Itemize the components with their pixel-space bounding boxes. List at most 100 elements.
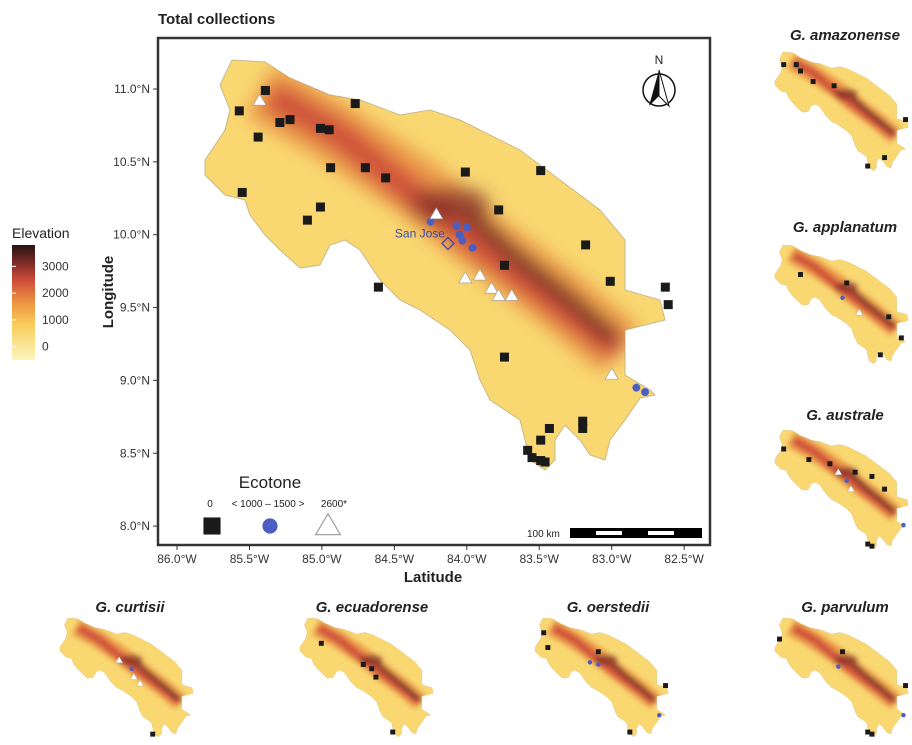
circle-point <box>840 295 845 300</box>
colorbar-tick-label: 1000 <box>42 313 69 327</box>
triangle-point <box>136 679 144 687</box>
y-tick-label: 10.5°N <box>113 155 150 169</box>
mini-map <box>775 618 908 737</box>
triangle-point <box>484 281 499 294</box>
legend-label: 2600* <box>321 499 347 510</box>
circle-point <box>836 664 841 669</box>
square-point <box>595 649 601 655</box>
circle-point <box>129 666 134 671</box>
elevation-title: Elevation <box>12 225 70 241</box>
y-axis-label: Longitude <box>100 256 117 328</box>
square-point <box>810 79 816 85</box>
square-point <box>852 469 858 475</box>
circle-point <box>426 217 435 226</box>
scale-bar: 100 km <box>527 528 702 540</box>
square-point <box>315 202 325 212</box>
square-point <box>536 166 546 176</box>
y-tick-label: 9.0°N <box>120 373 150 387</box>
main-map: San Jose <box>234 85 673 467</box>
square-point <box>869 543 875 549</box>
square-point <box>541 630 547 636</box>
scale-label: 100 km <box>527 529 560 540</box>
circle-point <box>596 662 601 667</box>
species-title: G. oerstedii <box>567 599 650 616</box>
colorbar-tick-label: 0 <box>42 340 49 354</box>
species-title: G. australe <box>806 407 884 424</box>
square-point <box>663 300 673 310</box>
triangle-point <box>129 673 138 680</box>
square-point <box>536 435 546 445</box>
triangle-point <box>429 207 444 220</box>
square-point <box>544 423 554 433</box>
circle-point <box>844 478 849 483</box>
circle-point <box>462 223 471 232</box>
species-title: G. ecuadorense <box>316 599 429 616</box>
square-point <box>302 215 312 225</box>
mini-map <box>775 430 908 549</box>
square-point <box>877 352 883 358</box>
circle-point <box>901 522 906 528</box>
mini-map <box>775 245 908 364</box>
y-tick-label: 8.5°N <box>120 446 150 460</box>
species-title: G. parvulum <box>801 599 889 616</box>
square-point <box>499 260 509 270</box>
square-point <box>886 314 892 320</box>
square-point <box>350 99 360 109</box>
square-point <box>663 683 669 689</box>
x-tick-label: 82.5°W <box>664 552 704 566</box>
y-tick-label: 10.0°N <box>113 228 150 242</box>
square-point <box>360 163 370 173</box>
map-title: Total collections <box>158 11 275 28</box>
square-point <box>373 282 383 292</box>
square-point <box>390 729 396 735</box>
x-tick-label: 85.0°W <box>302 552 342 566</box>
y-tick-label: 11.0°N <box>114 82 150 96</box>
city-marker <box>441 236 455 251</box>
square-point <box>285 115 295 125</box>
mini-map <box>300 618 433 737</box>
square-point <box>798 68 803 74</box>
colorbar-tick-label: 2000 <box>42 286 69 300</box>
square-point <box>527 453 537 463</box>
x-axis-label: Latitude <box>404 569 462 586</box>
square-point <box>578 423 588 433</box>
square-point <box>827 461 833 467</box>
x-tick-label: 84.0°W <box>447 552 487 566</box>
circle-point <box>657 712 662 718</box>
north-arrow: N <box>642 53 676 108</box>
mini-country-shape <box>775 245 908 364</box>
square-point <box>581 240 591 250</box>
square-point <box>260 85 270 95</box>
circle-point <box>632 383 641 392</box>
circle-point <box>458 236 467 245</box>
square-point <box>545 645 551 651</box>
species-title: G. curtisii <box>95 599 165 616</box>
legend-label: < 1000 – 1500 > <box>232 499 305 510</box>
mini-country-shape <box>775 430 908 549</box>
square-point <box>523 445 533 455</box>
triangle-point <box>847 485 855 492</box>
square-point <box>326 163 336 173</box>
circle-point <box>452 221 461 230</box>
species-title: G. amazonense <box>790 27 900 44</box>
square-point <box>831 83 837 89</box>
square-point <box>844 280 850 286</box>
square-point <box>150 731 156 737</box>
square-point <box>627 729 633 735</box>
square-point <box>781 62 787 68</box>
square-point <box>882 155 888 161</box>
circle-point <box>468 243 477 252</box>
city-label: San Jose <box>395 226 445 240</box>
mini-country-shape <box>300 618 433 737</box>
mini-country-shape <box>535 618 668 737</box>
colorbar-tick-label: 3000 <box>42 259 69 273</box>
mini-map <box>535 618 668 737</box>
north-label: N <box>655 53 664 67</box>
square-point <box>865 729 871 735</box>
square-point <box>605 276 615 286</box>
legend-label: 0 <box>207 499 213 510</box>
square-point <box>499 352 509 362</box>
species-title: G. applanatum <box>793 219 897 236</box>
elevation-colorbar <box>12 245 35 360</box>
